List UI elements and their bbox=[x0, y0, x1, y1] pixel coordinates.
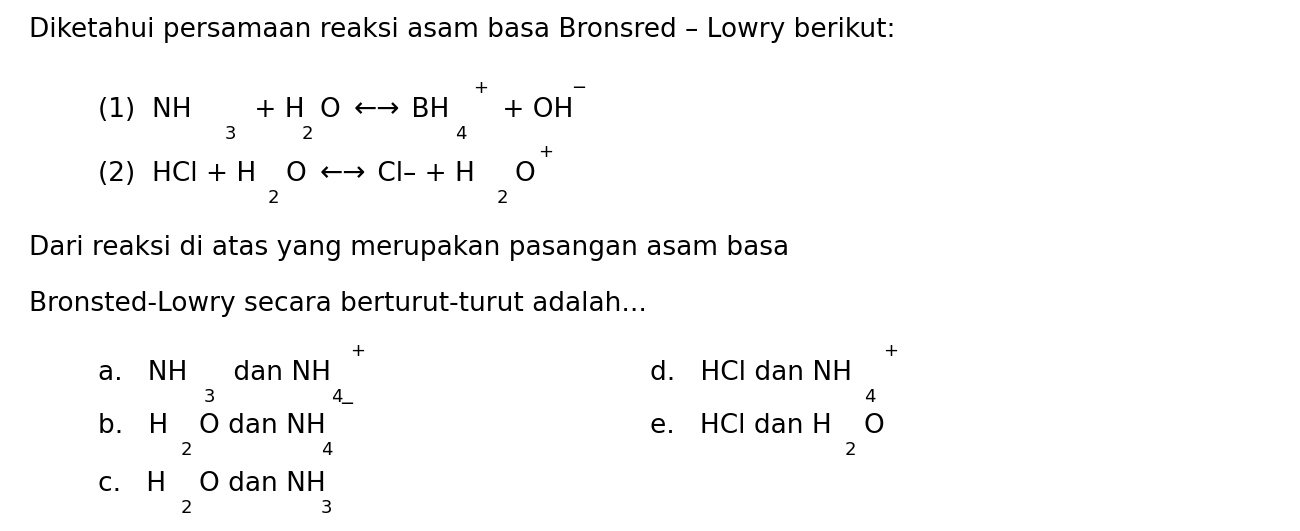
Text: Diketahui persamaan reaksi asam basa Bronsred – Lowry berikut:: Diketahui persamaan reaksi asam basa Bro… bbox=[29, 17, 896, 43]
Text: 4: 4 bbox=[321, 441, 333, 459]
Text: O: O bbox=[286, 160, 315, 186]
Text: ←→: ←→ bbox=[354, 95, 400, 123]
Text: 3: 3 bbox=[321, 500, 333, 518]
Text: O: O bbox=[863, 413, 884, 439]
Text: c.   H: c. H bbox=[98, 471, 165, 497]
Text: e.   HCl dan H: e. HCl dan H bbox=[650, 413, 832, 439]
Text: + OH: + OH bbox=[494, 97, 573, 123]
Text: O: O bbox=[515, 160, 536, 186]
Text: O dan NH: O dan NH bbox=[199, 413, 325, 439]
Text: BH: BH bbox=[403, 97, 450, 123]
Text: 2: 2 bbox=[302, 125, 313, 143]
Text: 4: 4 bbox=[455, 125, 467, 143]
Text: Cl– + H: Cl– + H bbox=[369, 160, 474, 186]
Text: −: − bbox=[571, 79, 586, 97]
Text: Bronsted-Lowry secara berturut-turut adalah...: Bronsted-Lowry secara berturut-turut ada… bbox=[29, 290, 646, 316]
Text: +: + bbox=[883, 342, 898, 360]
Text: 2: 2 bbox=[497, 189, 508, 207]
Text: 2: 2 bbox=[268, 189, 280, 207]
Text: 4: 4 bbox=[332, 388, 343, 406]
Text: O: O bbox=[320, 97, 348, 123]
Text: a.   NH: a. NH bbox=[98, 359, 187, 386]
Text: 3: 3 bbox=[204, 388, 216, 406]
Text: 2: 2 bbox=[181, 500, 192, 518]
Text: 4: 4 bbox=[864, 388, 876, 406]
Text: −: − bbox=[339, 395, 355, 413]
Text: 3: 3 bbox=[225, 125, 237, 143]
Text: b.   H: b. H bbox=[98, 413, 168, 439]
Text: (2)  HCl + H: (2) HCl + H bbox=[98, 160, 256, 186]
Text: dan NH: dan NH bbox=[225, 359, 332, 386]
Text: ←→: ←→ bbox=[320, 159, 367, 186]
Text: +: + bbox=[350, 342, 365, 360]
Text: Dari reaksi di atas yang merupakan pasangan asam basa: Dari reaksi di atas yang merupakan pasan… bbox=[29, 235, 789, 261]
Text: +: + bbox=[473, 79, 489, 97]
Text: (1)  NH: (1) NH bbox=[98, 97, 191, 123]
Text: + H: + H bbox=[246, 97, 304, 123]
Text: 2: 2 bbox=[845, 441, 857, 459]
Text: O dan NH: O dan NH bbox=[199, 471, 325, 497]
Text: +: + bbox=[538, 143, 554, 161]
Text: 2: 2 bbox=[181, 441, 192, 459]
Text: d.   HCl dan NH: d. HCl dan NH bbox=[650, 359, 852, 386]
